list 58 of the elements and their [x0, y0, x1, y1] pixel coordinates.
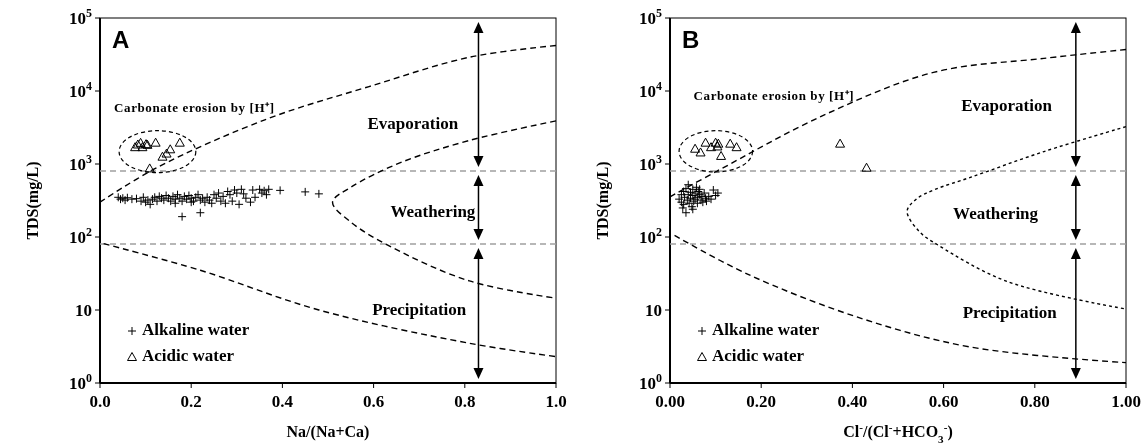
x-tick-label: 0.80	[1019, 392, 1050, 411]
point	[835, 138, 846, 148]
y-tick-label: 10$^{2}$	[69, 224, 93, 247]
annotation: Evaporation	[961, 95, 1053, 115]
point	[137, 142, 148, 152]
x-tick-label: 0.4	[271, 392, 294, 411]
annotation: Carbonate erosion by [H⁺]	[693, 87, 855, 103]
annotation: Precipitation	[962, 302, 1058, 322]
x-tick-label: 1.00	[1111, 392, 1141, 411]
x-tick-label: 0.20	[746, 392, 777, 411]
x-tick-label: 0.6	[362, 392, 385, 411]
x-tick-label: 0.2	[180, 392, 202, 411]
legend-label: Acidic water	[142, 345, 235, 365]
point	[144, 163, 155, 173]
y-tick-label: 10$^{0}$	[639, 370, 663, 393]
point	[150, 137, 161, 147]
x-tick-label: 0.8	[454, 392, 476, 411]
point	[725, 138, 736, 148]
legend-label: Alkaline water	[142, 319, 250, 339]
y-tick-label: 10	[75, 300, 92, 320]
point	[861, 162, 872, 172]
x-axis-title: Na/(Na+Ca)	[286, 423, 370, 441]
y-axis-title: TDS(mg/L)	[24, 161, 42, 240]
x-tick-label: 0.0	[89, 392, 111, 411]
annotation: Carbonate erosion by [H⁺]	[114, 100, 275, 116]
x-tick-label: 1.0	[545, 392, 567, 411]
x-tick-label: 0.40	[837, 392, 868, 411]
x-tick-label: 0.60	[928, 392, 959, 411]
x-axis-title: Cl$^{-}$/(Cl$^{-}$+HCO$_{3}$$^{-}$)	[843, 421, 953, 445]
y-tick-label: 10$^{3}$	[69, 151, 93, 174]
y-axis-title: TDS(mg/L)	[594, 161, 612, 240]
y-tick-label: 10$^{4}$	[639, 78, 663, 101]
chart-title: B	[682, 26, 700, 53]
point	[165, 144, 176, 154]
y-tick-label: 10$^{4}$	[69, 78, 93, 101]
y-tick-label: 10$^{5}$	[69, 5, 93, 28]
y-tick-label: 10$^{5}$	[639, 5, 663, 28]
y-tick-label: 10$^{2}$	[639, 224, 663, 247]
point	[731, 142, 742, 152]
point	[695, 147, 706, 157]
annotation: Weathering	[953, 204, 1039, 224]
annotation: Evaporation	[367, 114, 459, 134]
annotation: Precipitation	[372, 299, 467, 319]
point	[700, 137, 711, 147]
chart-title: A	[112, 26, 130, 53]
point	[690, 143, 701, 153]
point	[157, 151, 168, 161]
legend-label: Alkaline water	[712, 319, 820, 339]
y-tick-label: 10	[645, 300, 662, 320]
y-tick-label: 10$^{3}$	[639, 151, 663, 174]
point	[706, 142, 717, 152]
annotation: Weathering	[390, 201, 476, 221]
point	[716, 150, 727, 160]
point	[161, 148, 172, 158]
point	[174, 137, 185, 147]
y-tick-label: 10$^{0}$	[69, 370, 93, 393]
legend-label: Acidic water	[712, 345, 805, 365]
x-tick-label: 0.00	[655, 392, 685, 411]
